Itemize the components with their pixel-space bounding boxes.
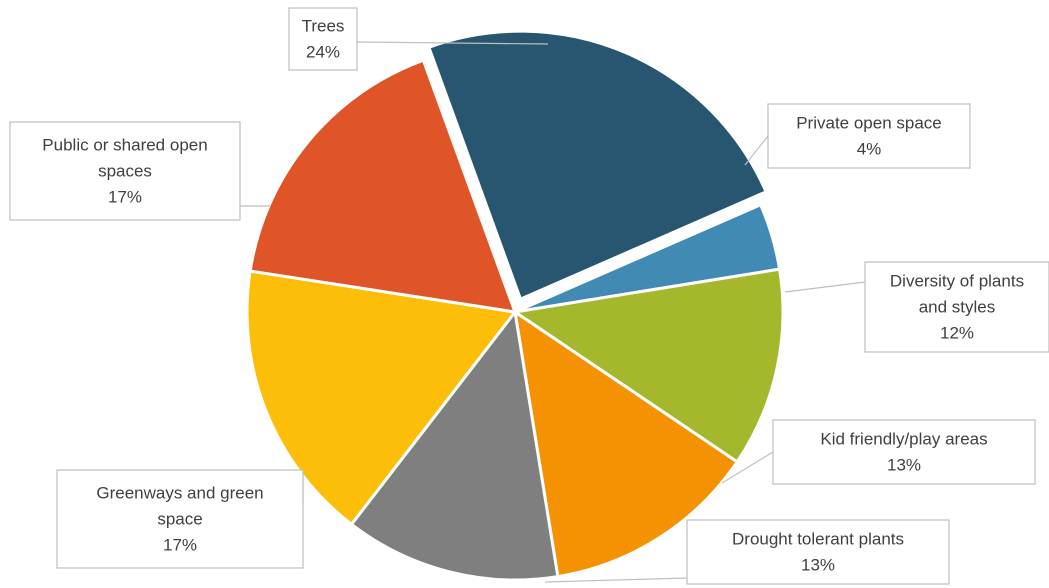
data-label-box: [767, 103, 971, 169]
data-label-box: [864, 261, 1049, 353]
pie-slice-greenways-and-green-space: [245, 269, 518, 527]
data-label-public-or-shared-open-spaces: Public or shared open spaces 17%: [9, 121, 241, 221]
data-label-value: 24%: [306, 43, 340, 62]
data-label-kid-friendly-play-areas: Kid friendly/play areas 13%: [772, 419, 1036, 485]
data-label-trees: Trees 24%: [288, 7, 358, 71]
pie-slices: [245, 29, 785, 582]
pie-slice-public-or-shared-open-spaces: [248, 58, 518, 314]
data-label-box: [9, 121, 241, 221]
leader-line-drought-tolerant-plants: [544, 577, 688, 583]
data-labels: Trees 24% Private open space 4% Diversity of…: [9, 7, 1049, 585]
data-label-value: 17%: [108, 188, 142, 207]
data-label-value: 13%: [887, 456, 921, 475]
data-label-name: spaces: [98, 162, 152, 181]
data-label-value: 12%: [940, 324, 974, 343]
data-label-box: [686, 519, 950, 585]
data-label-diversity-of-plants-and-styles: Diversity of plants and styles 12%: [864, 261, 1049, 353]
leader-line-kid-friendly-play-areas: [721, 451, 774, 484]
data-label-box: [56, 469, 304, 569]
data-label-name: space: [157, 510, 202, 529]
data-label-drought-tolerant-plants: Drought tolerant plants 13%: [686, 519, 950, 585]
pie-slice-drought-tolerant-plants: [349, 308, 560, 582]
pie-slice-diversity-of-plants-and-styles: [511, 267, 785, 464]
data-label-private-open-space: Private open space 4%: [767, 103, 971, 169]
data-label-name: Public or shared open: [42, 136, 207, 155]
leader-line-diversity-of-plants-and-styles: [784, 281, 866, 293]
pie-slice-trees: [426, 29, 769, 302]
data-label-greenways-and-green-space: Greenways and green space 17%: [56, 469, 304, 569]
data-label-name: Kid friendly/play areas: [820, 430, 987, 449]
data-label-value: 13%: [801, 556, 835, 575]
leader-line-trees: [356, 41, 549, 45]
data-label-value: 4%: [857, 140, 882, 159]
leader-line-private-open-space: [744, 135, 769, 166]
pie-slice-kid-friendly-play-areas: [512, 308, 740, 579]
data-label-name: Greenways and green: [96, 484, 263, 503]
data-label-box: [772, 419, 1036, 485]
data-label-box: [288, 7, 358, 71]
data-label-name: Diversity of plants: [890, 272, 1024, 291]
data-label-name: Drought tolerant plants: [732, 530, 904, 549]
data-label-value: 17%: [163, 536, 197, 555]
data-label-name: Trees: [302, 17, 345, 36]
data-label-name: Private open space: [796, 114, 942, 133]
data-label-name: and styles: [919, 298, 996, 317]
